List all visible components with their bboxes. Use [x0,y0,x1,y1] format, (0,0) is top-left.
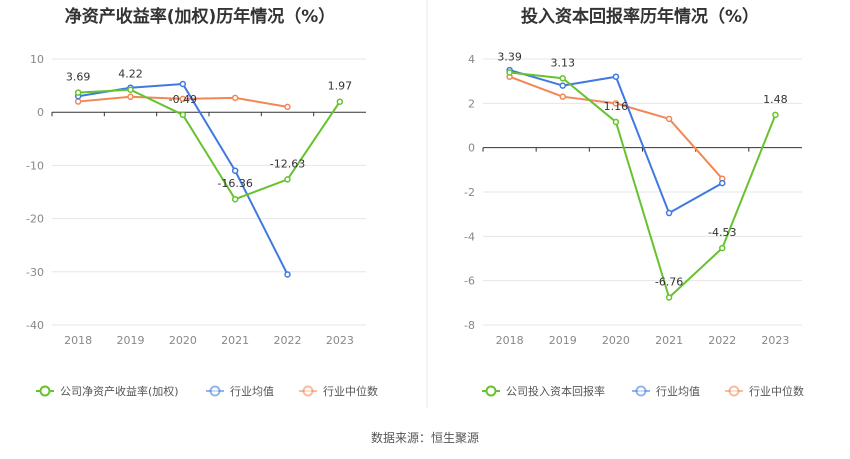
roe-x-tick-label: 2021 [221,334,249,347]
roic-x-tick-label: 2019 [549,334,577,347]
roe-legend-marker-icon [209,385,221,397]
data-source-label: 数据来源：恒生聚源 [371,430,479,445]
roe-x-tick-label: 2020 [169,334,197,347]
roic-legend-label: 公司投入资本回报率 [506,384,605,398]
roe-x-tick-label: 2023 [326,334,354,347]
roic-y-tick-label: -8 [464,319,475,332]
roic-point-industry-median[interactable] [612,100,620,107]
roic-y-tick-label: -4 [464,230,475,243]
roe-point-company[interactable] [74,89,82,96]
roe-x-tick-label: 2019 [117,334,145,347]
roe-x-tick-label: 2022 [274,334,302,347]
roe-legend-item-company[interactable]: 公司净资产收益率(加权) [36,384,179,398]
roic-data-label: 3.13 [551,56,576,69]
roic-point-industry-median[interactable] [665,115,673,123]
roic-point-company[interactable] [665,294,673,301]
roe-point-company[interactable] [231,195,239,203]
roe-y-tick-label: -30 [26,266,44,279]
roic-legend-marker-icon [485,385,497,397]
roic-x-tick-label: 2020 [602,334,630,347]
roic-point-industry-avg[interactable] [612,73,620,80]
roic-y-tick-label: 2 [468,97,475,110]
roe-data-label: -0.49 [169,93,197,106]
roe-legend-label: 行业均值 [230,385,274,398]
roic-point-industry-avg[interactable] [665,209,673,217]
roe-legend-label: 行业中位数 [323,384,378,398]
roic-data-label: -4.53 [708,226,736,239]
roic-y-tick-label: 4 [468,53,475,66]
roe-legend-item-industry-median[interactable]: 行业中位数 [299,384,378,398]
roic-y-tick-label: 0 [468,142,475,155]
roe-legend-marker-icon [39,385,51,397]
roe-point-company[interactable] [284,176,291,183]
roe-chart-panel: 净资产收益率(加权)历年情况（%） 10 0 -10 -20 -30 -40 2018 201… [26,6,378,398]
roe-point-industry-median[interactable] [179,95,187,103]
roic-legend-item-company[interactable]: 公司投入资本回报率 [482,384,605,398]
roic-data-label: 1.16 [604,100,629,113]
roic-point-company[interactable] [612,118,620,126]
roe-point-industry-median[interactable] [284,103,291,111]
roic-legend-item-industry-avg[interactable]: 行业均值 [632,385,700,398]
roe-point-industry-median[interactable] [127,93,134,101]
roic-point-industry-avg[interactable] [559,82,566,89]
roe-point-company[interactable] [127,86,134,93]
roe-point-industry-median[interactable] [231,94,239,102]
roe-point-industry-median[interactable] [74,98,82,105]
roe-y-tick-label: -40 [26,319,44,332]
roic-chart-title: 投入资本回报率历年情况（%） [521,6,759,27]
roe-data-label: 3.69 [66,71,91,84]
roe-point-industry-avg[interactable] [179,80,187,88]
roe-chart-title: 净资产收益率(加权)历年情况（%） [65,6,336,27]
roic-series-line-industry-median [509,75,723,180]
roic-point-industry-avg[interactable] [719,179,726,187]
roic-point-company[interactable] [559,75,566,82]
roe-data-label: 1.97 [328,80,353,93]
roic-point-company[interactable] [506,69,513,76]
roic-legend-marker-icon [635,385,647,397]
roic-data-label: -6.76 [655,276,683,289]
roic-x-tick-label: 2018 [496,334,524,347]
roic-x-tick-label: 2021 [655,334,683,347]
roe-point-company[interactable] [179,111,187,119]
roe-y-tick-label: 0 [37,106,44,119]
roic-x-tick-label: 2022 [708,334,736,347]
roic-data-label: 3.39 [497,51,522,64]
roic-legend-item-industry-median[interactable]: 行业中位数 [725,384,804,398]
roe-data-label: -12.63 [270,157,305,170]
roe-y-tick-label: -10 [26,159,44,172]
roic-legend-label: 行业均值 [656,385,700,398]
roe-point-industry-avg[interactable] [284,271,291,278]
roic-data-label: 1.48 [763,93,788,106]
roe-legend-marker-icon [302,385,314,397]
roic-legend-label: 行业中位数 [749,384,804,398]
roe-legend-label: 公司净资产收益率(加权) [60,384,179,398]
roic-y-tick-label: -6 [464,275,475,288]
roic-point-industry-median[interactable] [559,93,566,100]
roe-point-company[interactable] [336,98,344,105]
roe-data-label: 4.22 [118,68,143,81]
roe-y-tick-label: 10 [30,53,44,66]
roic-legend-marker-icon [728,385,740,397]
roic-chart-panel: 投入资本回报率历年情况（%） 4 2 0 -2 -4 -6 -8 2018 2019 2020 20… [464,6,804,398]
roic-series-line-company [509,71,777,299]
roic-point-company[interactable] [719,244,726,252]
roe-x-tick-label: 2018 [64,334,92,347]
roe-point-industry-avg[interactable] [231,167,239,174]
roe-series-line-company [78,88,341,201]
roic-point-company[interactable] [772,111,779,119]
roic-y-tick-label: -2 [464,186,475,199]
roic-x-tick-label: 2023 [761,334,789,347]
roe-legend-item-industry-avg[interactable]: 行业均值 [206,385,274,398]
roe-data-label: -16.36 [217,177,252,190]
roe-y-tick-label: -20 [26,213,44,226]
